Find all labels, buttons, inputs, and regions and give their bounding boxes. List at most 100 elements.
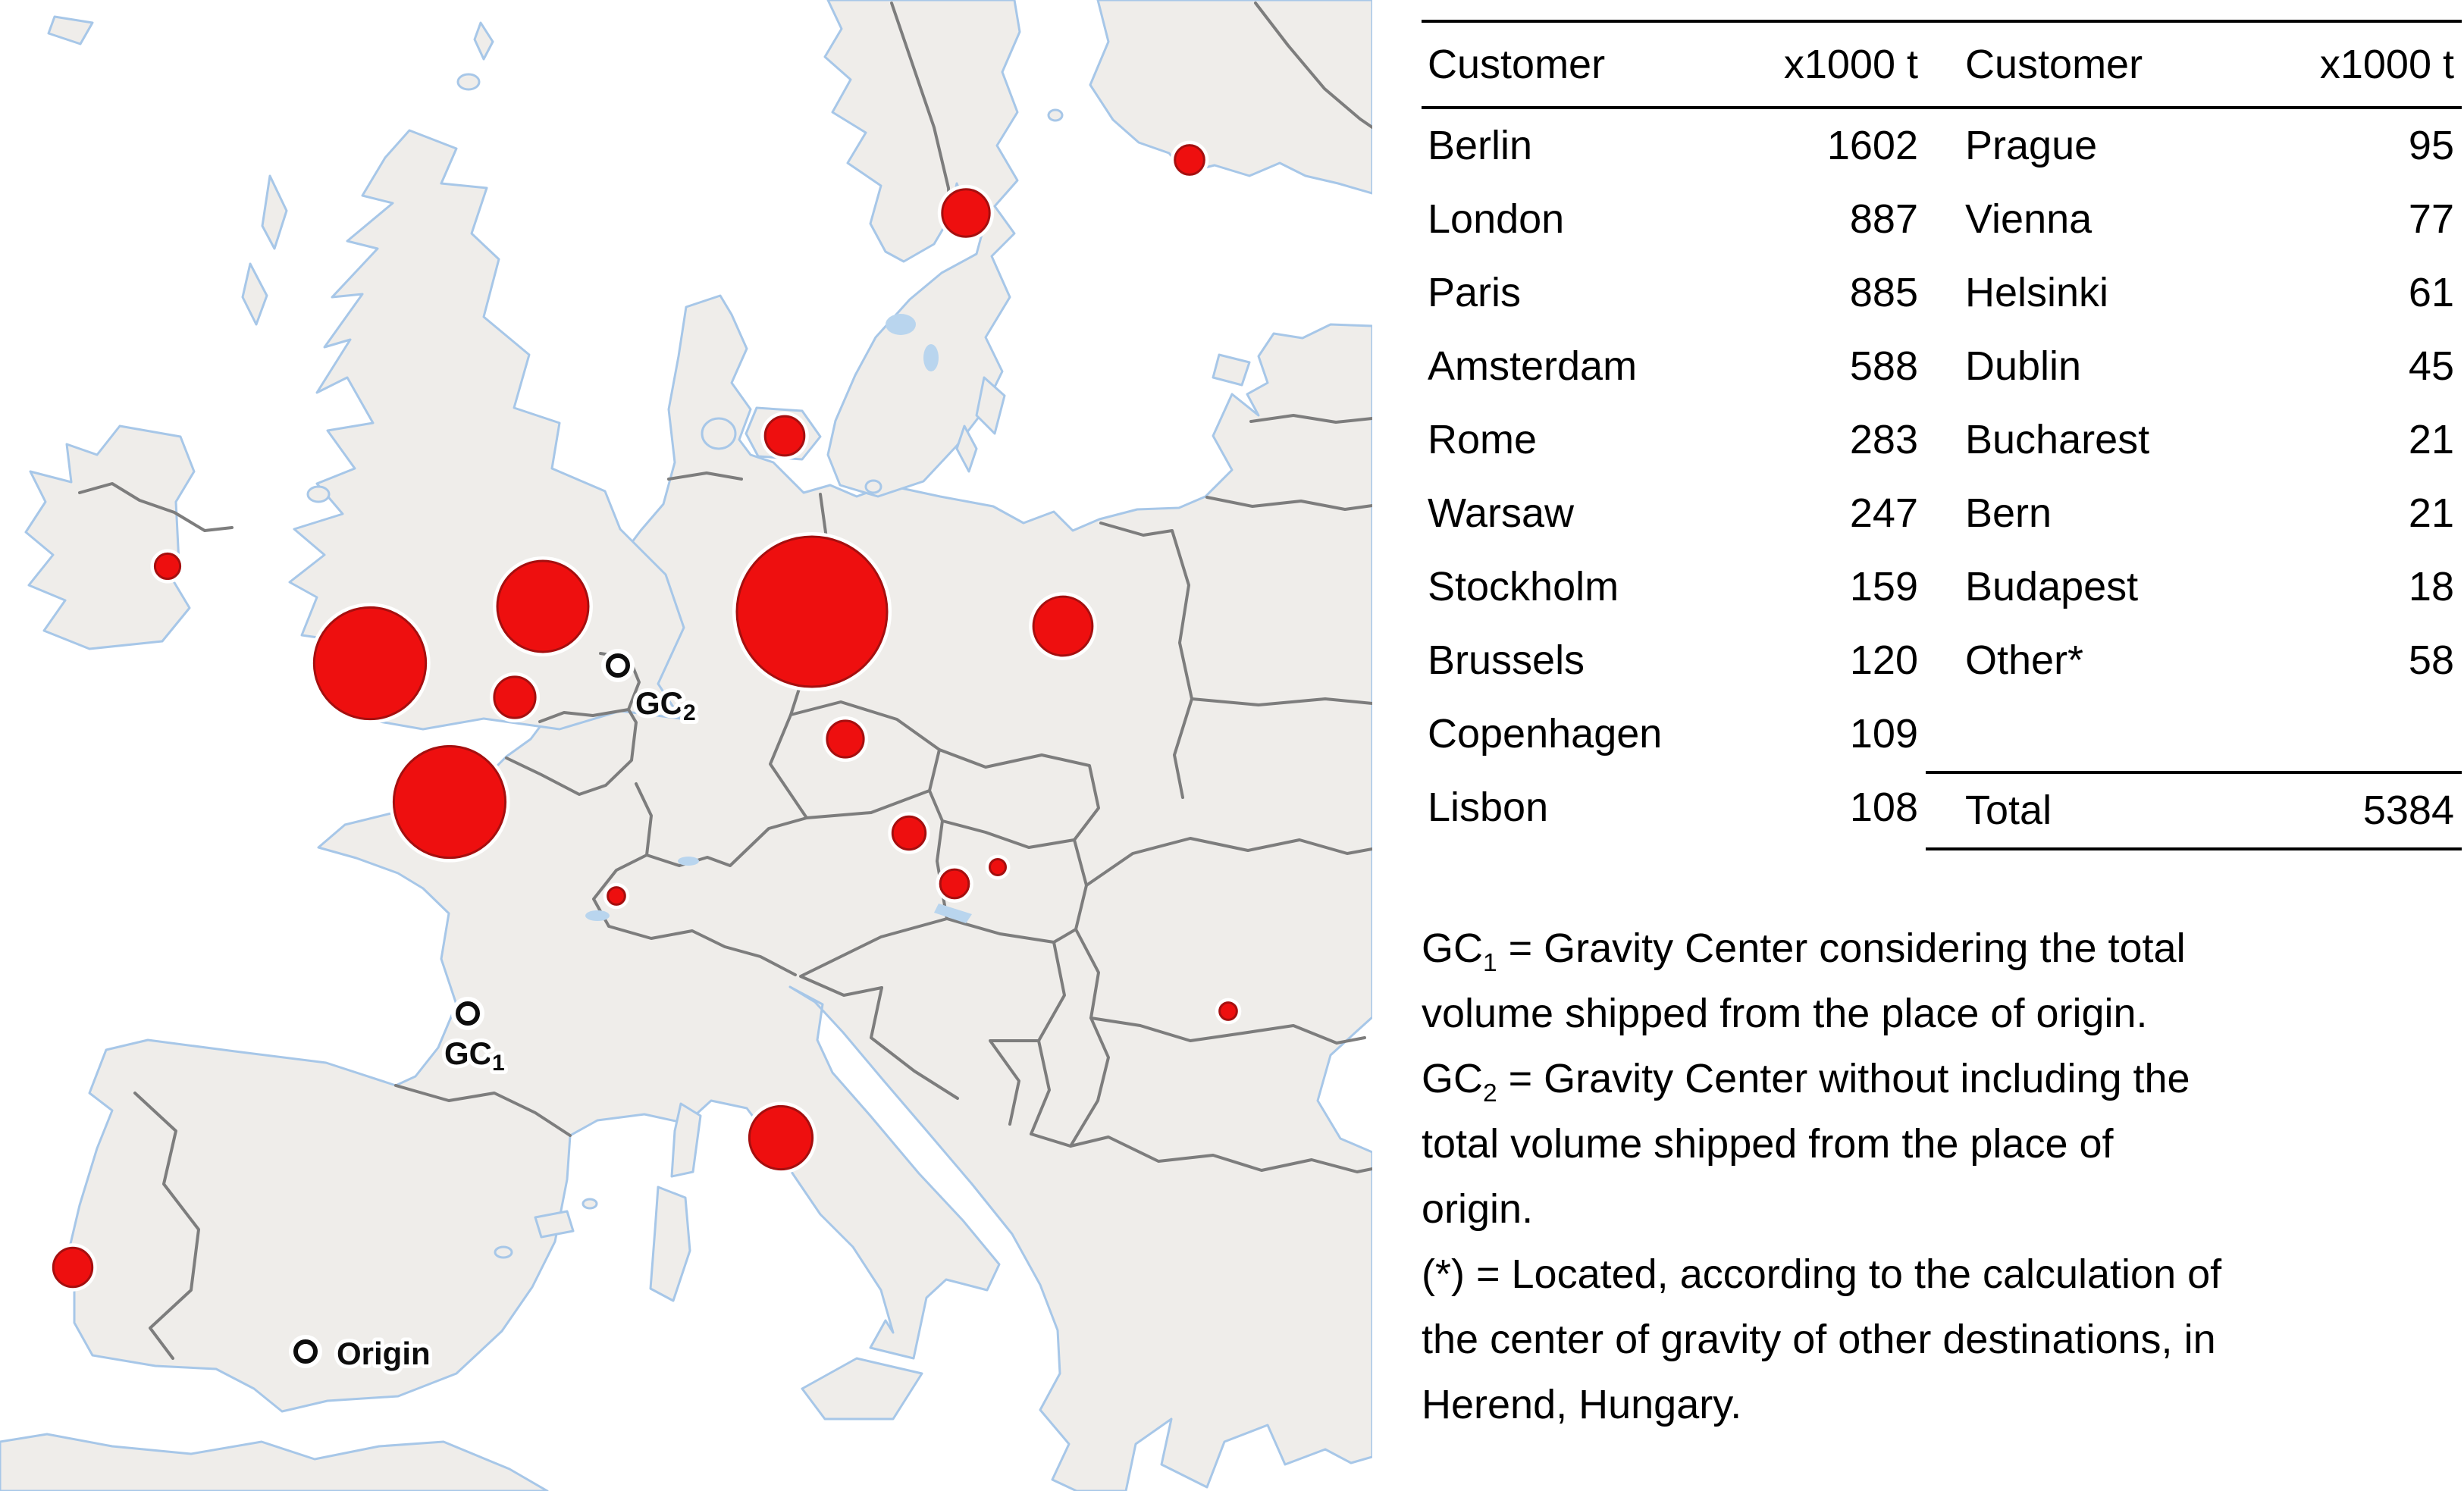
land-menorca (582, 1198, 598, 1210)
cell-volume-right: 21 (2408, 490, 2454, 536)
cell-customer-right: Bucharest (1965, 417, 2150, 462)
bubble-budapest (989, 858, 1007, 876)
bubble-amsterdam (496, 559, 590, 653)
header-volume-right: x1000 t (2319, 42, 2454, 87)
land-funen (701, 417, 737, 450)
cell-customer-left: Paris (1428, 270, 1522, 315)
land-north-africa (0, 1433, 549, 1491)
note-line: GC2 = Gravity Center without including t… (1422, 1056, 2190, 1107)
cell-customer-left: Amsterdam (1428, 343, 1638, 389)
table-row: Stockholm 159 Budapest 18 (1422, 550, 2462, 624)
origin-marker-ring (293, 1339, 318, 1364)
lakes (585, 314, 972, 923)
table-rule-header (1422, 106, 2462, 109)
cell-volume-right: 77 (2408, 196, 2454, 242)
header-customer-right: Customer (1965, 42, 2143, 87)
cell-volume-left: 588 (1849, 343, 1918, 389)
cell-customer-left: Rome (1428, 417, 1538, 462)
cell-customer-right: Helsinki (1965, 270, 2109, 315)
cell-customer-left: Warsaw (1428, 490, 1575, 536)
table-row: Warsaw 247 Bern 21 (1422, 477, 2462, 550)
cell-total-label: Total (1926, 771, 2274, 850)
customer-table: Customer x1000 t Customer x1000 t Berlin… (1422, 20, 2462, 850)
table-row: London 887 Vienna 77 (1422, 183, 2462, 256)
cell-volume-left: 1602 (1826, 123, 1918, 168)
cell-volume-right: 95 (2408, 123, 2454, 168)
bubble-dublin (153, 552, 182, 581)
note-line: Herend, Hungary. (1422, 1382, 1742, 1427)
cell-volume-right: 18 (2408, 564, 2454, 609)
cell-volume-right (2274, 697, 2462, 771)
land-mallorca (534, 1210, 575, 1239)
cell-customer-right: Bern (1965, 490, 2052, 536)
gc2-marker-ring (606, 653, 630, 678)
cell-customer-left: London (1428, 196, 1565, 242)
land-iceland-fragment (47, 15, 94, 45)
land-mainland (53, 294, 1372, 1491)
bubble-brussels (493, 675, 537, 719)
land-hebrides (241, 174, 288, 326)
cell-customer-left: Lisbon (1428, 785, 1549, 830)
cell-volume-left: 108 (1849, 785, 1918, 830)
cell-volume-left: 159 (1849, 564, 1918, 609)
cell-volume-left: 283 (1849, 417, 1918, 462)
note-line: GC1 = Gravity Center considering the tot… (1422, 926, 2186, 977)
land-corsica (670, 1102, 702, 1178)
gc1-marker-ring (456, 1001, 480, 1026)
cell-volume-right: 58 (2408, 637, 2454, 683)
note-line: (*) = Located, according to the calculat… (1422, 1251, 2222, 1297)
cell-customer-right: Budapest (1965, 564, 2139, 609)
cell-total-value: 5384 (2274, 771, 2462, 850)
note-line: the center of gravity of other destinati… (1422, 1317, 2216, 1362)
bubble-paris (392, 744, 507, 860)
land-saaremaa (1212, 353, 1251, 387)
bubble-vienna (891, 815, 927, 851)
table-row: Rome 283 Bucharest 21 (1422, 403, 2462, 477)
table-rule-top (1422, 20, 2462, 23)
cell-volume-left: 247 (1849, 490, 1918, 536)
land-sardinia (649, 1186, 691, 1302)
bubble-bucharest (1218, 1001, 1238, 1021)
cell-volume-left: 887 (1849, 196, 1918, 242)
europe-bubble-map: GC2 GC1 Origin (0, 0, 1372, 1491)
table-row: Lisbon 108 Total 5384 (1422, 771, 2462, 850)
cell-customer-right: Prague (1965, 123, 2098, 168)
bubble-prague (826, 719, 865, 759)
cell-volume-right: 61 (2408, 270, 2454, 315)
note-line: volume shipped from the place of origin. (1422, 991, 2148, 1036)
land-oland (955, 424, 978, 473)
land-sicily (801, 1357, 923, 1421)
table-body: Berlin 1602 Prague 95 London 887 Vienna 77 Paris… (1422, 109, 2462, 850)
land-isle-of-man (306, 485, 331, 503)
land-ibiza (494, 1245, 513, 1259)
cell-customer-left: Stockholm (1428, 564, 1619, 609)
land-gotland (975, 376, 1006, 435)
header-customer-left: Customer (1428, 42, 1606, 87)
cell-customer-right: Other* (1965, 637, 2084, 683)
header-volume-left: x1000 t (1783, 42, 1918, 87)
table-header-row: Customer x1000 t Customer x1000 t (1422, 23, 2462, 106)
bubble-bern (607, 886, 626, 906)
cell-customer-left: Berlin (1428, 123, 1533, 168)
bubble-london (312, 606, 428, 721)
table-row: Copenhagen 109 (1422, 697, 2462, 771)
bubble-berlin (735, 535, 889, 688)
land-shetland (473, 21, 494, 61)
note-line: origin. (1422, 1186, 1534, 1232)
land-finland (1089, 0, 1372, 195)
notes-block: GC1 = Gravity Center considering the tot… (1422, 916, 2464, 1437)
land-bornholm (864, 479, 882, 494)
cell-volume-right: 21 (2408, 417, 2454, 462)
cell-customer-right: Vienna (1965, 196, 2093, 242)
cell-customer-left: Brussels (1428, 637, 1585, 683)
cell-customer-right (1926, 697, 2274, 771)
table-row: Brussels 120 Other* 58 (1422, 624, 2462, 697)
bubble-rome (748, 1104, 814, 1171)
origin-marker-label: Origin (337, 1336, 431, 1371)
bubble-warsaw (1032, 595, 1094, 657)
cell-customer-right: Dublin (1965, 343, 2082, 389)
bubble-layer (49, 140, 1242, 1292)
table-row: Berlin 1602 Prague 95 (1422, 109, 2462, 183)
